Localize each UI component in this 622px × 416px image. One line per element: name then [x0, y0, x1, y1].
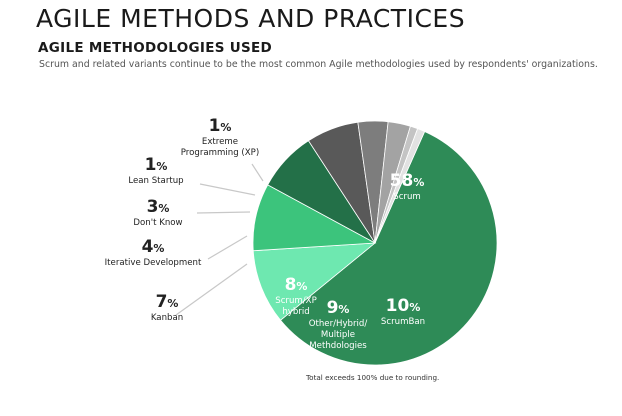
slice-name: Don't Know	[133, 218, 182, 228]
slice-percent: 7%	[156, 292, 179, 312]
pie-slice-scrumban	[252, 242, 377, 321]
slice-percent: 58%	[390, 171, 425, 191]
slice-name: ScrumBan	[381, 317, 425, 327]
pie-slice-scrum	[279, 131, 498, 366]
leader-line	[207, 235, 248, 260]
leader-line	[251, 163, 264, 182]
slice-name: Lean Startup	[128, 176, 183, 186]
slice-percent: 1%	[145, 155, 168, 175]
slice-name: Programming (XP)	[181, 148, 259, 158]
footnote: Total exceeds 100% due to rounding.	[306, 373, 440, 382]
slice-percent: 9%	[327, 298, 350, 318]
chart-description: Scrum and related variants continue to b…	[39, 59, 598, 70]
slice-percent: 10%	[386, 296, 421, 316]
slice-name: Scrum	[393, 192, 421, 202]
slice-name: hybrid	[282, 307, 309, 317]
slice-name: Extreme	[202, 137, 238, 147]
leader-line	[196, 211, 251, 214]
slice-name: Scrum/XP	[275, 296, 317, 306]
slice-label-lean-startup: 1%Lean Startup	[128, 155, 256, 196]
chart-title: AGILE METHODOLOGIES USED	[38, 40, 273, 56]
slice-label-scrumban: 10%ScrumBan	[381, 296, 425, 327]
slice-percent: 8%	[285, 275, 308, 295]
leader-line	[175, 263, 248, 316]
slice-label-scrum: 58%Scrum	[390, 171, 425, 202]
slice-percent: 1%	[209, 116, 232, 136]
pie-slice-extreme-programming-xp	[374, 128, 426, 244]
slice-name: Kanban	[151, 313, 183, 323]
slice-name: Methdologies	[309, 341, 367, 351]
slice-percent: 4%	[142, 237, 165, 257]
slice-label-iterative-development: 4%Iterative Development	[105, 235, 248, 268]
leader-line	[199, 183, 256, 196]
slice-name: Iterative Development	[105, 258, 202, 268]
slice-name: Other/Hybrid/	[309, 319, 368, 329]
slice-label-don-t-know: 3%Don't Know	[133, 197, 251, 228]
page-title: AGILE METHODS AND PRACTICES	[36, 4, 466, 33]
slice-name: Multiple	[321, 330, 355, 340]
slice-label-kanban: 7%Kanban	[151, 263, 248, 323]
slice-percent: 3%	[147, 197, 170, 217]
